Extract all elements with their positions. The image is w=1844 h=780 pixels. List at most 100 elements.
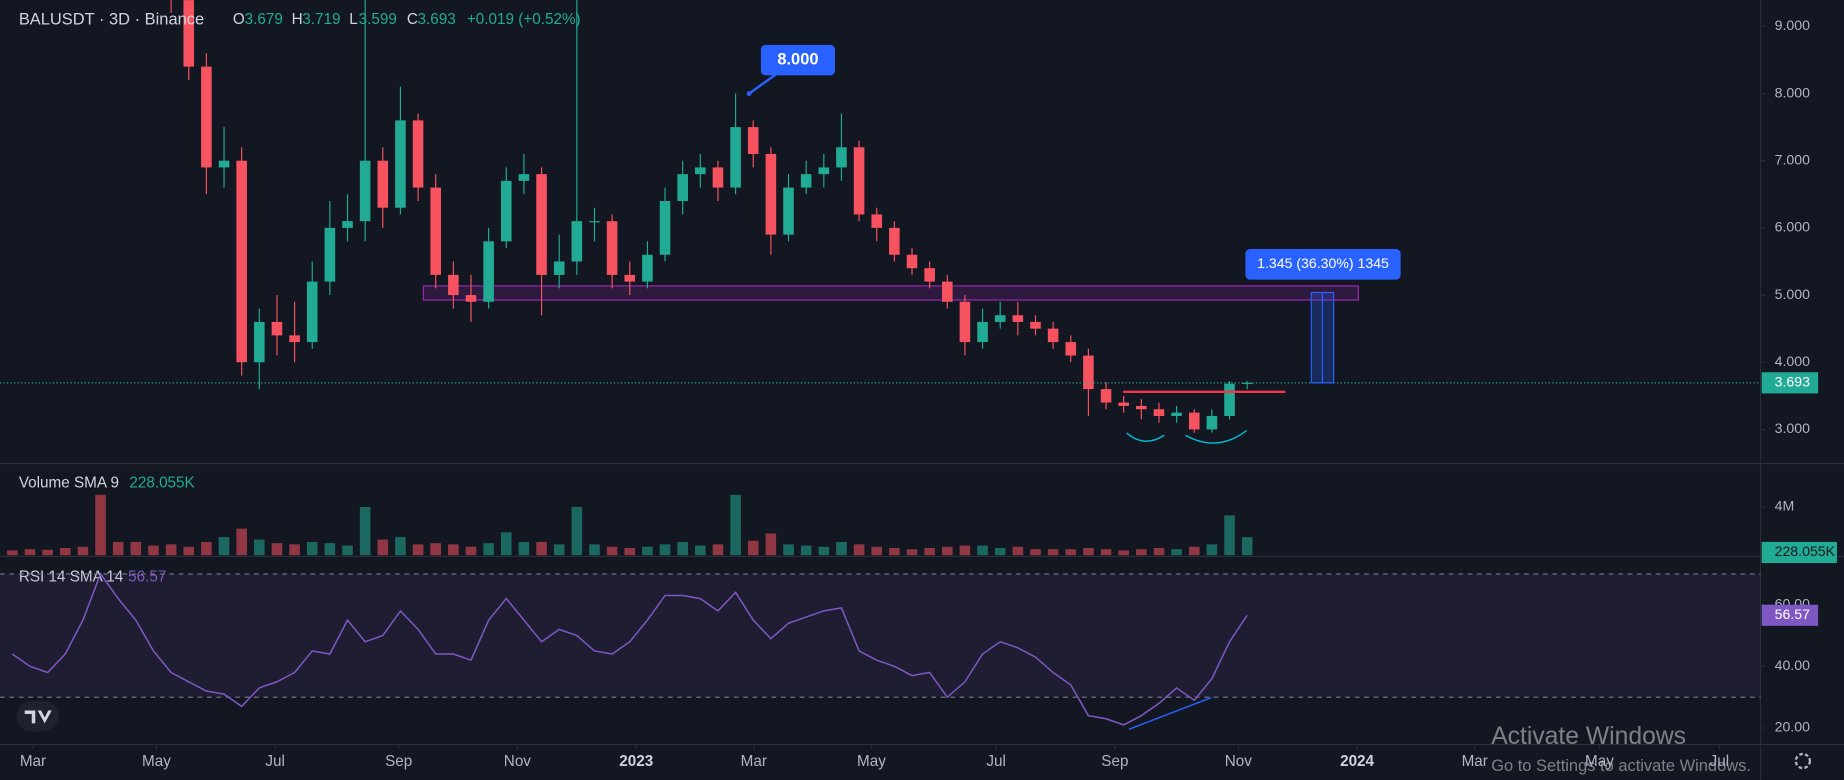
candle-body: [306, 281, 318, 343]
symbol: BALUSDT · 3D · Binance: [19, 10, 204, 28]
volume-bar: [1012, 546, 1024, 556]
volume-bar: [536, 541, 547, 556]
candle-body: [1047, 328, 1059, 343]
volume-bar: [1030, 549, 1041, 556]
change: +0.019 (+0.52%): [467, 11, 581, 28]
volume-bar: [1047, 549, 1059, 556]
volume-bar: [941, 546, 953, 556]
x-tick-label: May: [142, 753, 171, 770]
volume-bar: [1224, 515, 1235, 556]
volume-bar: [1153, 547, 1165, 556]
candle-body: [853, 147, 865, 215]
volume-bar: [836, 541, 847, 556]
volume-bar: [130, 541, 142, 556]
volume-bar: [483, 543, 494, 556]
y-tick-label: 7.000: [1775, 151, 1810, 167]
volume-bar: [465, 546, 477, 556]
candle-body: [889, 227, 900, 255]
x-tick-label: Nov: [504, 753, 532, 770]
logo-bg: [16, 701, 59, 732]
volume-bar: [271, 543, 283, 556]
settings-icon[interactable]: [1794, 752, 1812, 770]
rsi-box: [1761, 604, 1819, 626]
candle-body: [589, 221, 600, 223]
volume-bar: [624, 547, 636, 556]
x-tick-label: Jul: [986, 753, 1006, 770]
volume-bar: [606, 546, 618, 556]
candle-body: [1083, 355, 1094, 390]
y-tick-label: 4.000: [1775, 353, 1810, 369]
candle-body: [1100, 389, 1112, 403]
candle-body: [518, 174, 530, 181]
candle-body: [1241, 382, 1253, 385]
candle-body: [624, 274, 636, 282]
x-tick-label: May: [857, 753, 886, 770]
volume-bar: [236, 528, 247, 556]
candle-body: [536, 174, 547, 275]
candle-body: [448, 274, 459, 296]
watermark-title: Activate Windows: [1491, 723, 1686, 750]
volume-bar: [306, 541, 318, 556]
volume-bar: [906, 549, 918, 556]
x-tick-label: Nov: [1225, 753, 1253, 770]
volume-bar: [59, 547, 71, 556]
candle-body: [324, 227, 336, 282]
candle-body: [695, 167, 706, 175]
x-tick-label: 2024: [1340, 753, 1374, 770]
candle-body: [1012, 315, 1024, 322]
candle-body: [1136, 405, 1147, 410]
volume-bar: [500, 532, 512, 556]
candle-body: [818, 167, 830, 175]
candle-body: [606, 221, 618, 275]
volume-bar: [977, 545, 988, 556]
last-price-box: [1761, 372, 1819, 394]
volume-bar: [800, 545, 812, 556]
candle-body: [906, 254, 918, 269]
ohlc-value: 3.719: [302, 11, 340, 28]
candle-body: [359, 160, 371, 222]
x-tick-label: May: [1585, 753, 1614, 770]
candle-body: [712, 167, 724, 188]
sma-label: 228.055K: [1775, 543, 1836, 559]
volume-bar: [430, 543, 442, 556]
rsi-value: 56.57: [128, 569, 166, 586]
last-price-label: 3.693: [1775, 374, 1810, 390]
y-tick-label: 20.00: [1775, 719, 1810, 735]
volume-bar: [924, 547, 935, 556]
volume-bar: [571, 506, 583, 556]
volume-bar: [695, 545, 706, 556]
candle-body: [218, 160, 230, 168]
trendline: [1128, 696, 1212, 730]
candle-body: [289, 335, 300, 343]
y-tick-label: 4M: [1775, 498, 1795, 514]
candle-body: [659, 201, 671, 255]
volume-bar: [254, 539, 265, 556]
sma-box: [1761, 541, 1837, 564]
volume-bar: [959, 545, 971, 556]
candle-body: [271, 321, 283, 336]
candle-body: [571, 221, 583, 262]
candle-body: [254, 321, 265, 363]
volume-bar: [994, 547, 1006, 556]
candle-body: [730, 127, 741, 188]
candle-body: [1224, 383, 1235, 416]
candle-body: [800, 174, 812, 188]
candle-body: [642, 254, 653, 282]
volume-bar: [1065, 549, 1077, 556]
candle-body: [959, 301, 971, 343]
volume-bar: [1118, 550, 1129, 556]
drawings: [1123, 390, 1286, 730]
candle-body: [1188, 412, 1200, 430]
x-tick-label: Jul: [1710, 753, 1730, 770]
candle-body: [236, 160, 247, 363]
measure-label: 1.345 (36.30%) 1345: [1257, 255, 1389, 271]
x-tick-label: Mar: [741, 753, 767, 770]
volume-bar: [783, 544, 794, 556]
candle-body: [1030, 321, 1041, 329]
volume-bar: [448, 544, 459, 556]
volume-bar: [165, 544, 177, 556]
y-tick-label: 6.000: [1775, 219, 1810, 235]
logo: [16, 701, 59, 732]
volume-bar: [183, 546, 195, 556]
